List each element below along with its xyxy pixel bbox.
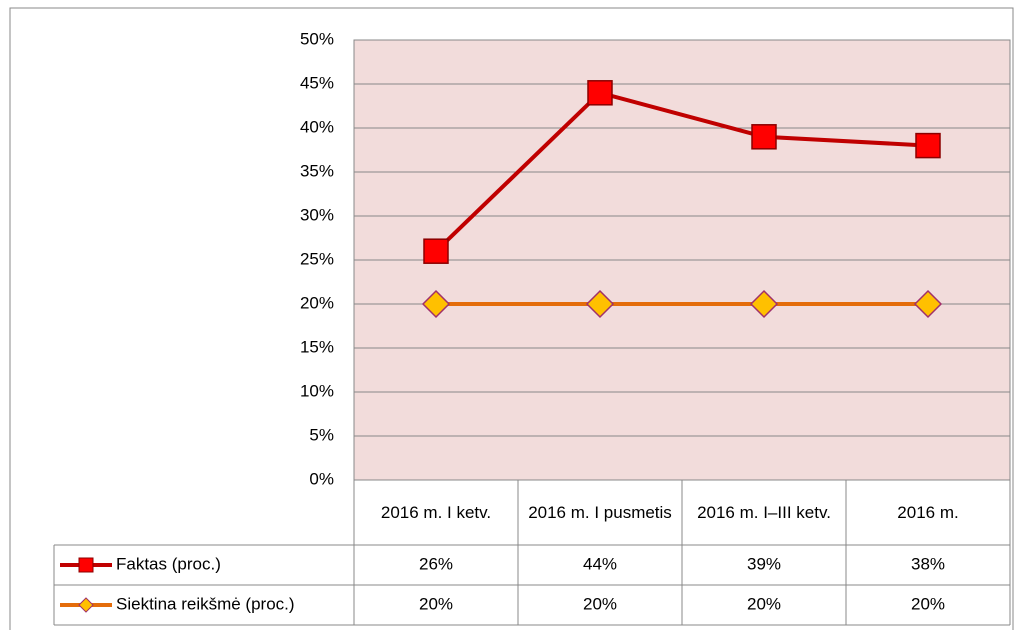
- x-tick-label: 2016 m.: [897, 502, 959, 522]
- x-tick-label-box: 2016 m. I pusmetis: [528, 502, 672, 522]
- marker: [751, 124, 777, 150]
- table-value: 44%: [583, 554, 617, 573]
- legend-marker: [78, 597, 94, 613]
- x-tick-label: 2016 m. I–III ketv.: [697, 502, 831, 522]
- legend-label: Faktas (proc.): [116, 554, 221, 573]
- table-value: 39%: [747, 554, 781, 573]
- legend-label: Siektina reikšmė (proc.): [116, 594, 295, 613]
- table-value: 20%: [583, 594, 617, 613]
- y-tick-label: 20%: [300, 293, 334, 312]
- table-value: 20%: [419, 594, 453, 613]
- y-tick-label: 45%: [300, 73, 334, 92]
- y-tick-label: 15%: [300, 337, 334, 356]
- table-value: 20%: [747, 594, 781, 613]
- legend-marker: [78, 557, 94, 573]
- x-tick-label-box: 2016 m. I–III ketv.: [697, 502, 831, 522]
- table-value: 38%: [911, 554, 945, 573]
- marker: [585, 289, 615, 319]
- y-tick-label: 5%: [309, 425, 334, 444]
- y-tick-label: 40%: [300, 117, 334, 136]
- x-tick-label-box: 2016 m. I ketv.: [380, 502, 492, 522]
- marker: [587, 80, 613, 106]
- marker: [915, 132, 941, 159]
- y-tick-label: 0%: [309, 469, 334, 488]
- marker: [913, 289, 943, 319]
- marker: [421, 289, 451, 319]
- y-tick-label: 50%: [300, 29, 334, 48]
- x-tick-label: 2016 m. I ketv.: [380, 502, 492, 522]
- table-value: 20%: [911, 594, 945, 613]
- series-line: [434, 90, 929, 253]
- y-tick-label: 35%: [300, 161, 334, 180]
- x-tick-label: 2016 m. I pusmetis: [528, 502, 672, 522]
- x-tick-label-box: 2016 m.: [897, 502, 959, 522]
- y-tick-label: 30%: [300, 205, 334, 224]
- marker: [423, 238, 449, 264]
- y-tick-label: 10%: [300, 381, 334, 400]
- table-value: 26%: [419, 554, 453, 573]
- marker: [749, 289, 779, 319]
- y-tick-label: 25%: [300, 249, 334, 268]
